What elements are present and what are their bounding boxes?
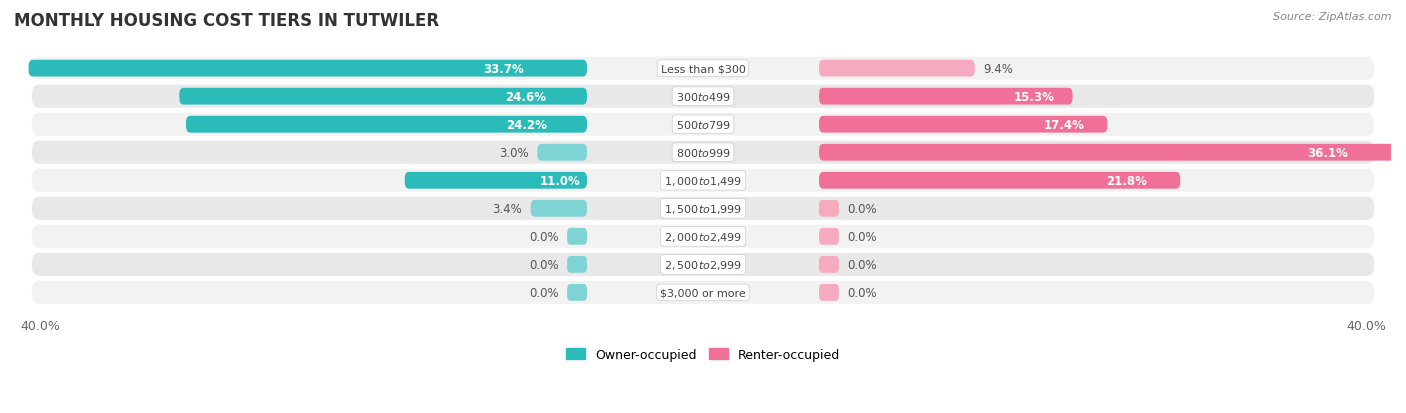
FancyBboxPatch shape	[32, 197, 1374, 220]
Text: 3.4%: 3.4%	[492, 202, 523, 215]
FancyBboxPatch shape	[820, 145, 1406, 161]
Text: 9.4%: 9.4%	[983, 62, 1012, 76]
Text: 33.7%: 33.7%	[482, 62, 523, 76]
Text: $800 to $999: $800 to $999	[675, 147, 731, 159]
FancyBboxPatch shape	[820, 200, 839, 217]
FancyBboxPatch shape	[820, 228, 839, 245]
Text: $2,000 to $2,499: $2,000 to $2,499	[664, 230, 742, 243]
Text: $3,000 or more: $3,000 or more	[661, 288, 745, 298]
FancyBboxPatch shape	[530, 200, 586, 217]
Text: 24.6%: 24.6%	[505, 90, 547, 103]
Text: 24.2%: 24.2%	[506, 119, 547, 131]
FancyBboxPatch shape	[820, 256, 839, 273]
FancyBboxPatch shape	[32, 169, 1374, 192]
Text: 0.0%: 0.0%	[848, 258, 877, 271]
Text: 11.0%: 11.0%	[540, 174, 581, 188]
FancyBboxPatch shape	[820, 61, 974, 77]
Text: 21.8%: 21.8%	[1105, 174, 1146, 188]
Text: $300 to $499: $300 to $499	[675, 91, 731, 103]
FancyBboxPatch shape	[32, 225, 1374, 248]
Text: $500 to $799: $500 to $799	[675, 119, 731, 131]
Text: 0.0%: 0.0%	[529, 258, 558, 271]
FancyBboxPatch shape	[820, 284, 839, 301]
FancyBboxPatch shape	[567, 256, 586, 273]
Text: 0.0%: 0.0%	[848, 202, 877, 215]
FancyBboxPatch shape	[32, 114, 1374, 136]
Text: 3.0%: 3.0%	[499, 146, 529, 159]
Text: $2,500 to $2,999: $2,500 to $2,999	[664, 258, 742, 271]
FancyBboxPatch shape	[567, 228, 586, 245]
FancyBboxPatch shape	[180, 88, 586, 105]
Legend: Owner-occupied, Renter-occupied: Owner-occupied, Renter-occupied	[561, 343, 845, 366]
FancyBboxPatch shape	[32, 57, 1374, 81]
Text: 36.1%: 36.1%	[1308, 146, 1348, 159]
Text: 0.0%: 0.0%	[848, 230, 877, 243]
FancyBboxPatch shape	[32, 141, 1374, 164]
Text: 17.4%: 17.4%	[1043, 119, 1084, 131]
FancyBboxPatch shape	[32, 85, 1374, 108]
FancyBboxPatch shape	[186, 116, 586, 133]
Text: 0.0%: 0.0%	[529, 286, 558, 299]
Text: 0.0%: 0.0%	[848, 286, 877, 299]
Text: MONTHLY HOUSING COST TIERS IN TUTWILER: MONTHLY HOUSING COST TIERS IN TUTWILER	[14, 12, 439, 30]
Text: 15.3%: 15.3%	[1014, 90, 1054, 103]
Text: $1,500 to $1,999: $1,500 to $1,999	[664, 202, 742, 215]
Text: Source: ZipAtlas.com: Source: ZipAtlas.com	[1274, 12, 1392, 22]
FancyBboxPatch shape	[820, 116, 1108, 133]
FancyBboxPatch shape	[405, 173, 586, 189]
FancyBboxPatch shape	[567, 284, 586, 301]
Text: $1,000 to $1,499: $1,000 to $1,499	[664, 174, 742, 188]
Text: 0.0%: 0.0%	[529, 230, 558, 243]
Text: Less than $300: Less than $300	[661, 64, 745, 74]
FancyBboxPatch shape	[820, 173, 1180, 189]
FancyBboxPatch shape	[28, 61, 586, 77]
FancyBboxPatch shape	[537, 145, 586, 161]
FancyBboxPatch shape	[820, 88, 1073, 105]
FancyBboxPatch shape	[32, 253, 1374, 276]
FancyBboxPatch shape	[32, 281, 1374, 304]
